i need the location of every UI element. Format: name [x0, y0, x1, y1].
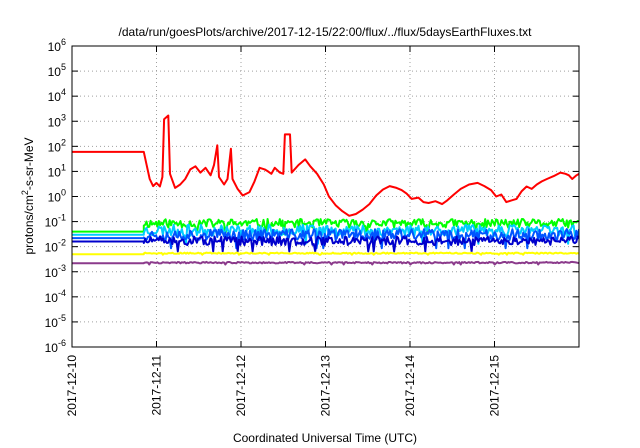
y-tick-base: 10 [48, 165, 62, 179]
y-tick-label: 103 [48, 112, 66, 129]
y-tick-label: 10-5 [45, 313, 66, 330]
y-tick-label: 10-1 [45, 213, 66, 230]
x-tick-label: 2017-12-10 [65, 355, 79, 417]
series-line [72, 114, 579, 217]
y-tick-exponent: 3 [61, 112, 66, 122]
y-tick-base: 10 [48, 191, 62, 205]
y-tick-label: 10-3 [45, 263, 66, 280]
x-tick-label: 2017-12-11 [150, 355, 164, 416]
chart-title: /data/run/goesPlots/archive/2017-12-15/2… [119, 25, 533, 39]
y-tick-base: 10 [48, 115, 62, 129]
series-layer [72, 114, 579, 266]
y-tick-exponent: 0 [61, 188, 66, 198]
x-tick-label: 2017-12-15 [488, 355, 502, 417]
y-tick-exponent: 6 [61, 37, 66, 47]
y-tick-exponent: -2 [58, 238, 66, 248]
series-line [72, 235, 579, 253]
series-line [72, 218, 579, 235]
x-tick-label: 2017-12-14 [403, 355, 417, 417]
y-tick-label: 101 [48, 162, 66, 179]
x-axis-label: Coordinated Universal Time (UTC) [233, 431, 417, 445]
y-tick-label: 102 [48, 137, 66, 154]
y-axis-label: protons/cm2-s-sr-MeV [20, 137, 36, 254]
x-tick-label: 2017-12-12 [234, 355, 248, 417]
y-tick-label: 100 [48, 188, 66, 205]
y-tick-exponent: 1 [61, 162, 66, 172]
y-tick-exponent: -3 [58, 263, 66, 273]
y-tick-exponent: 5 [61, 62, 66, 72]
tick-layer: 10610510410310210110010-110-210-310-410-… [45, 37, 579, 416]
y-tick-label: 10-6 [45, 338, 66, 355]
series-line [72, 228, 579, 250]
y-tick-base: 10 [48, 65, 62, 79]
y-tick-base: 10 [48, 40, 62, 54]
y-tick-base: 10 [45, 241, 59, 255]
y-tick-exponent: -4 [58, 288, 66, 298]
y-tick-base: 10 [45, 216, 59, 230]
y-tick-base: 10 [45, 316, 59, 330]
y-tick-base: 10 [45, 341, 59, 355]
y-tick-exponent: 2 [61, 137, 66, 147]
y-tick-base: 10 [45, 291, 59, 305]
y-tick-exponent: -1 [58, 213, 66, 223]
y-axis-label-superscript: 2 [20, 190, 30, 195]
y-tick-exponent: -6 [58, 338, 66, 348]
y-tick-label: 105 [48, 62, 66, 79]
y-tick-base: 10 [48, 90, 62, 104]
y-tick-exponent: -5 [58, 313, 66, 323]
y-tick-exponent: 4 [61, 87, 66, 97]
series-line [72, 260, 579, 266]
y-tick-label: 10-4 [45, 288, 66, 305]
y-tick-label: 104 [48, 87, 66, 104]
y-tick-label: 10-2 [45, 238, 66, 255]
y-tick-label: 106 [48, 37, 66, 54]
y-tick-base: 10 [48, 140, 62, 154]
y-axis-label-part: -s-sr-MeV [22, 137, 36, 190]
y-axis-label-part: protons/cm [22, 195, 36, 254]
x-tick-label: 2017-12-13 [319, 355, 333, 417]
series-line [72, 251, 579, 256]
y-tick-base: 10 [45, 266, 59, 280]
